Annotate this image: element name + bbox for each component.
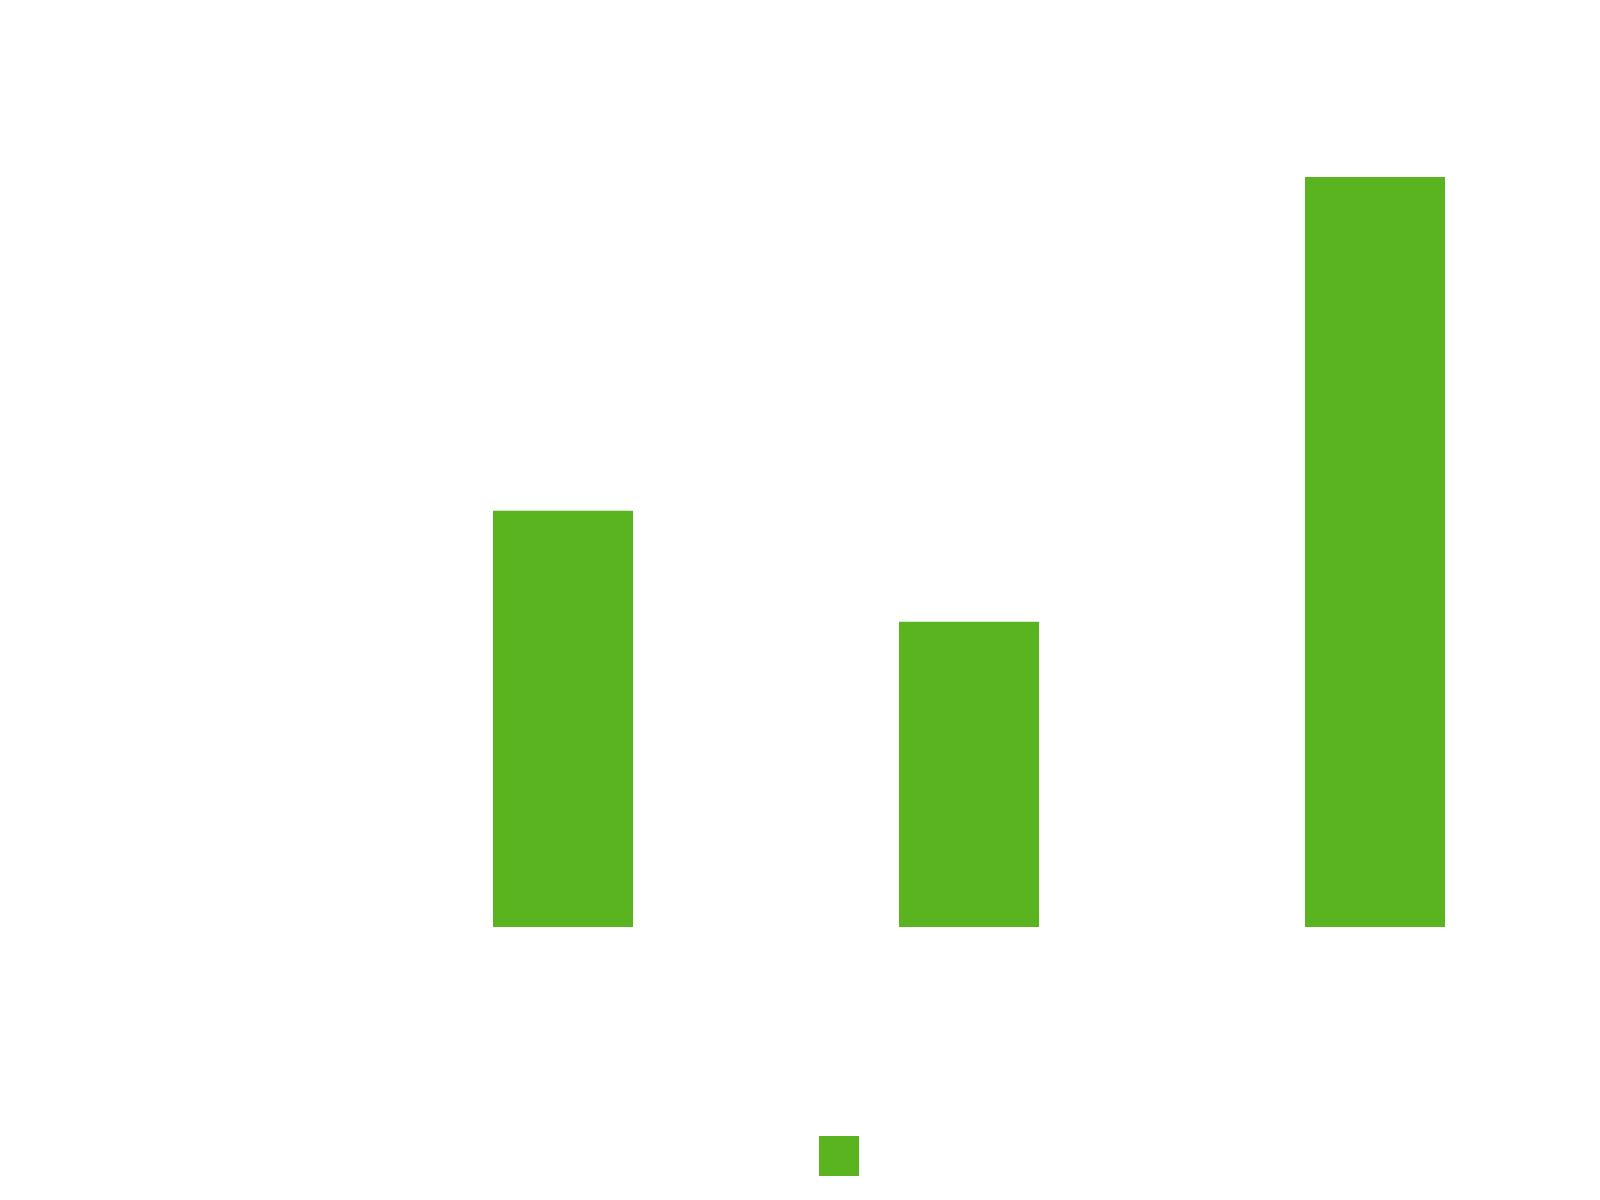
bar bbox=[493, 510, 633, 927]
bar bbox=[899, 621, 1039, 927]
bar bbox=[1305, 177, 1445, 927]
legend-swatch bbox=[819, 1136, 859, 1176]
